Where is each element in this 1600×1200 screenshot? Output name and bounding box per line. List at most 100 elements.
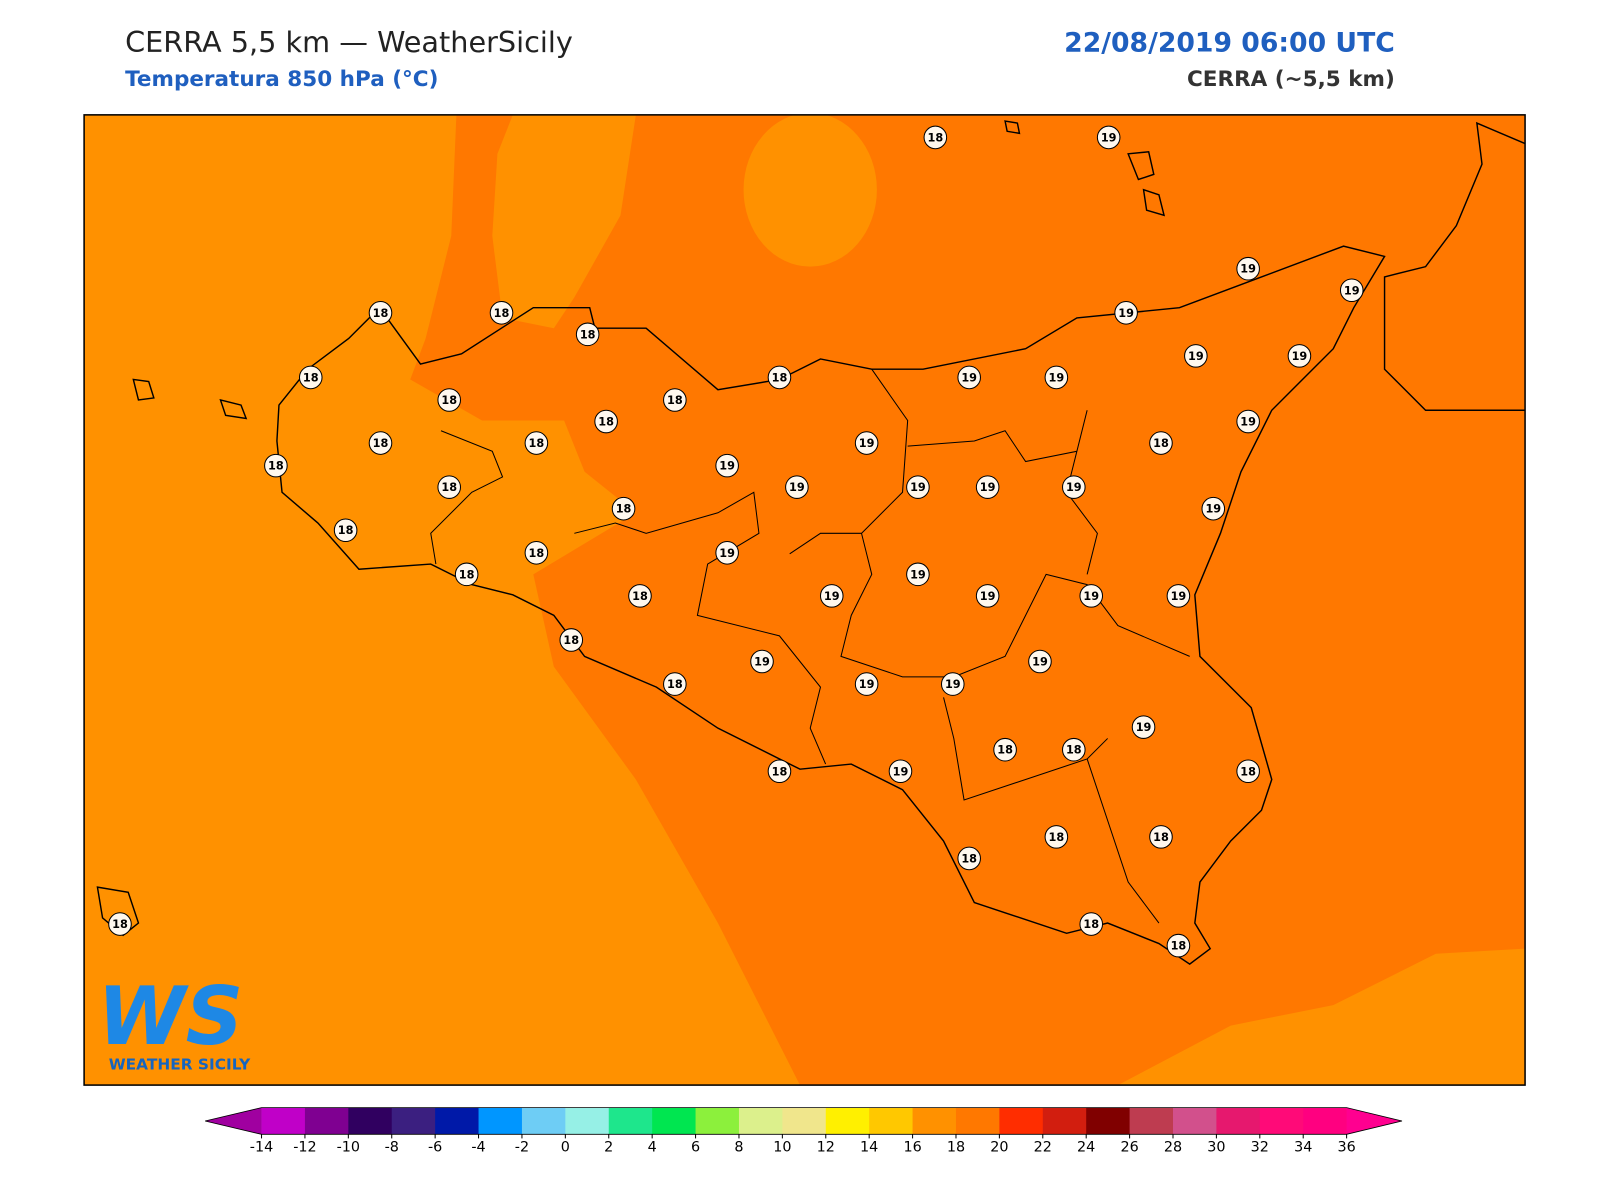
colorbar-bin bbox=[869, 1107, 914, 1135]
station-marker bbox=[888, 759, 913, 784]
station: 19 bbox=[1166, 584, 1191, 608]
station-value: 18 bbox=[459, 568, 475, 581]
station: 19 bbox=[1062, 475, 1086, 499]
station-marker bbox=[663, 672, 687, 696]
station: 18 bbox=[1149, 431, 1173, 455]
station-marker bbox=[854, 672, 879, 696]
station: 18 bbox=[575, 322, 600, 347]
station: 18 bbox=[559, 628, 584, 652]
station: 18 bbox=[611, 496, 636, 521]
colorbar-bin bbox=[999, 1107, 1044, 1135]
colorbar-bin bbox=[1172, 1107, 1217, 1135]
station-marker bbox=[975, 475, 1000, 499]
station-value: 18 bbox=[580, 328, 596, 341]
station-marker bbox=[767, 365, 792, 390]
station: 18 bbox=[298, 365, 323, 390]
station: 19 bbox=[1287, 344, 1312, 368]
colorbar: -14 -12 -10 -8 -6 -4 -2 0 2 4 6 8 10 12 14 16 18 20 22 24 26… bbox=[205, 1107, 1403, 1156]
station-layer: 18 19 19 19 18 18 18 19 19 19 18 18 19 19 18 18 18 19 18 18… bbox=[108, 125, 1364, 958]
station: 19 bbox=[1044, 365, 1069, 390]
station: 18 bbox=[1079, 912, 1104, 936]
station-marker bbox=[437, 388, 462, 412]
sicily-coast bbox=[276, 245, 1386, 965]
station-value: 19 bbox=[1083, 590, 1099, 603]
colorbar-bin bbox=[304, 1107, 349, 1135]
station-marker bbox=[1044, 825, 1069, 849]
station-marker bbox=[108, 912, 132, 936]
station-marker bbox=[767, 759, 792, 784]
station-value: 19 bbox=[1205, 503, 1221, 516]
station-value: 18 bbox=[268, 460, 284, 473]
station: 19 bbox=[940, 672, 965, 696]
colorbar-tick-label: 16 bbox=[903, 1140, 921, 1156]
station-value: 18 bbox=[1083, 918, 1099, 931]
station: 19 bbox=[819, 584, 844, 608]
station-marker bbox=[298, 365, 323, 390]
colorbar-tick-label: 18 bbox=[947, 1140, 965, 1156]
station-marker bbox=[1287, 344, 1312, 368]
station-value: 19 bbox=[1049, 371, 1065, 384]
station-value: 19 bbox=[1066, 481, 1082, 494]
station-marker bbox=[1114, 301, 1138, 325]
station-value: 19 bbox=[1032, 656, 1048, 669]
station: 19 bbox=[1079, 584, 1104, 608]
station: 18 bbox=[1166, 933, 1191, 958]
station-value: 18 bbox=[598, 416, 614, 429]
colorbar-bin bbox=[435, 1107, 480, 1135]
station-value: 18 bbox=[961, 852, 977, 865]
station-value: 18 bbox=[338, 524, 354, 537]
station-marker bbox=[819, 584, 844, 608]
station-marker bbox=[1131, 715, 1156, 739]
station-value: 18 bbox=[529, 547, 545, 560]
colorbar-bin bbox=[782, 1107, 827, 1135]
colorbar-bin bbox=[955, 1107, 1000, 1135]
station-value: 19 bbox=[1292, 350, 1308, 363]
logo-mark: WS bbox=[97, 970, 243, 1063]
station-value: 19 bbox=[910, 568, 926, 581]
station-marker bbox=[559, 628, 584, 652]
colorbar-bin bbox=[521, 1107, 566, 1135]
station: 19 bbox=[1096, 125, 1121, 150]
colorbar-tick-label: 28 bbox=[1164, 1140, 1182, 1156]
station: 18 bbox=[663, 388, 687, 412]
colorbar-bin bbox=[1259, 1107, 1304, 1135]
colorbar-bin bbox=[695, 1107, 740, 1135]
colorbar-tick-label: -8 bbox=[385, 1140, 399, 1156]
station: 18 bbox=[767, 365, 792, 390]
colorbar-bin bbox=[1129, 1107, 1174, 1135]
station-value: 19 bbox=[980, 481, 996, 494]
station-value: 18 bbox=[616, 503, 632, 516]
station-marker bbox=[1339, 278, 1364, 303]
colorbar-tick-label: 36 bbox=[1337, 1140, 1355, 1156]
station-value: 18 bbox=[494, 307, 510, 320]
colorbar-tick-label: 10 bbox=[773, 1140, 791, 1156]
station-marker bbox=[1166, 584, 1191, 608]
station-value: 19 bbox=[859, 437, 875, 450]
station-marker bbox=[524, 431, 549, 455]
station: 18 bbox=[454, 562, 479, 587]
station-marker bbox=[1062, 475, 1086, 499]
station-marker bbox=[975, 584, 1000, 608]
station-marker bbox=[489, 301, 514, 325]
station-value: 19 bbox=[1118, 307, 1134, 320]
station-marker bbox=[993, 737, 1017, 762]
station-marker bbox=[663, 388, 687, 412]
date: 22/08/2019 06:00 UTC bbox=[1064, 28, 1395, 59]
scaled-layer: CERRA 5,5 km — WeatherSicily Temperatura… bbox=[83, 25, 1526, 1156]
station: 19 bbox=[715, 453, 739, 478]
title: CERRA 5,5 km — WeatherSicily bbox=[125, 25, 573, 59]
station-value: 19 bbox=[789, 481, 805, 494]
station: 19 bbox=[1114, 301, 1138, 325]
station: 18 bbox=[1044, 825, 1069, 849]
station-marker bbox=[715, 453, 739, 478]
station-marker bbox=[854, 431, 879, 455]
station: 19 bbox=[1131, 715, 1156, 739]
station: 19 bbox=[906, 562, 930, 587]
station: 18 bbox=[437, 388, 462, 412]
colorbar-tick-label: 20 bbox=[990, 1140, 1008, 1156]
station: 18 bbox=[368, 301, 393, 325]
station: 19 bbox=[1236, 256, 1260, 281]
station: 19 bbox=[1339, 278, 1364, 303]
